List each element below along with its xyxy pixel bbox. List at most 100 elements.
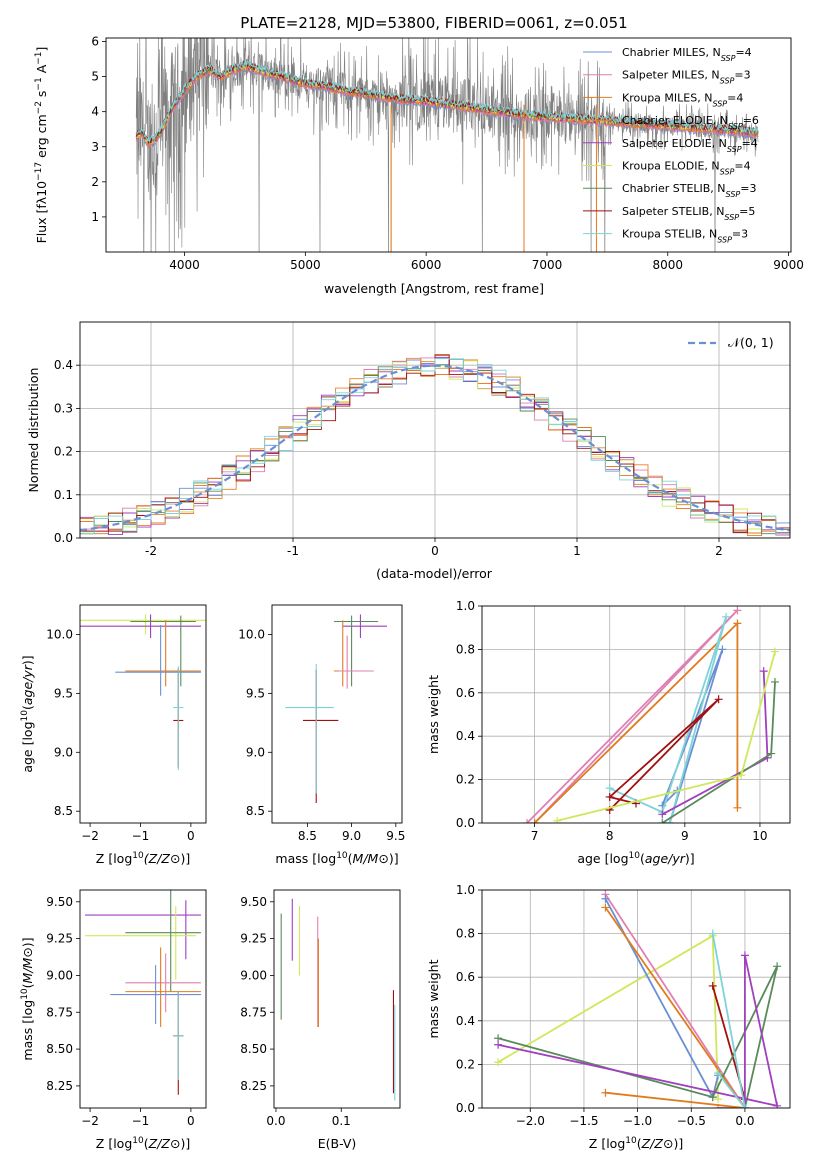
figure-title: PLATE=2128, MJD=53800, FIBERID=0061, z=0… [240,14,627,32]
axes-frame [105,37,792,253]
weight-series-line [604,906,746,1108]
y-tick-label: 0.8 [456,642,475,656]
x-tick-label: −2 [81,829,99,843]
model-spectrum-line [135,60,759,143]
weight-marker [601,894,610,903]
plot-area [85,890,201,1095]
weight-marker [733,619,742,628]
weight-marker [714,1095,723,1104]
weight-marker [714,1069,723,1078]
weight-series-line [711,933,746,1108]
y-tick-label: 1 [91,210,99,224]
y-tick-label: 0.0 [54,531,73,545]
weight-vs-age-axes: 7 8 9 10 0.0 0.2 0.4 0.6 0.8 1.0 age [log10(age/yr… [426,599,791,866]
y-tick-label: 4 [91,105,99,119]
y-tick-label: 0.8 [456,927,475,941]
y-tick-label: 9.5 [54,686,73,700]
x-tick-label: 8 [606,829,614,843]
legend-entry: Chabrier MILES, NSSP=4 [622,46,752,63]
y-axis-label: age [log10(age/yr)] [20,655,35,772]
x-tick-label: 7000 [532,258,563,272]
x-tick-label: 7 [531,829,539,843]
y-tick-label: 0.2 [456,773,475,787]
x-tick-label: 4000 [169,258,200,272]
age-vs-z-axes: −2 −1 0 8.5 9.0 9.5 10.0 Z [log10(Z/Z⊙)] age [lo… [20,604,207,866]
y-tick-label: 9.25 [46,932,73,946]
x-tick-label: −1.0 [623,1114,652,1128]
y-tick-label: 1.0 [456,599,475,613]
weight-marker [773,962,782,971]
y-tick-label: 0.1 [54,488,73,502]
y-tick-label: 8.50 [240,1042,267,1056]
plot-area [80,614,206,770]
weight-series-line [661,649,724,823]
x-tick-label: −2.0 [516,1114,545,1128]
y-axis-label: mass weight [426,959,441,1038]
plot-area [482,606,790,823]
x-tick-label: 2 [715,544,723,558]
plot-area [482,890,790,1108]
weight-marker [708,929,717,938]
x-axis-label: Z [log10(Z/Z⊙)] [96,851,190,866]
weight-vs-z-axes: −2.0 −1.5 −1.0 −0.5 0.0 0.0 0.2 0.4 0.6 0.8 1.0 Z [… [426,883,791,1151]
weight-marker [494,1040,503,1049]
y-tick-label: 9.0 [54,745,73,759]
y-tick-label: 3 [91,140,99,154]
weight-marker [553,816,562,823]
x-tick-label: 6000 [411,258,442,272]
y-tick-label: 0.3 [54,401,73,415]
legend-entry: Kroupa MILES, NSSP=4 [622,91,743,108]
x-tick-label: 0 [187,1114,195,1128]
y-axis-label: mass weight [426,675,441,754]
axes-frame [79,321,791,539]
y-tick-label: 9.50 [240,895,267,909]
y-axis-label: mass [log10(M/M⊙)] [20,937,35,1060]
y-tick-label: 2 [91,175,99,189]
x-tick-label: 9000 [773,258,804,272]
y-tick-label: 8.5 [54,804,73,818]
weight-series-line [497,955,779,1108]
weight-marker [601,903,610,912]
y-tick-label: 10.0 [46,627,73,641]
axes-frame [273,889,401,1109]
x-tick-label: −1 [132,1114,150,1128]
weight-marker [708,1093,717,1102]
x-tick-label: 1 [573,544,581,558]
x-tick-label: 0.0 [266,1114,285,1128]
legend-entry: Kroupa ELODIE, NSSP=4 [622,160,751,177]
age-vs-mass-axes: 8.5 9.0 9.5 8.5 9.0 9.5 10.0 mass [log10(M/M⊙)] [238,604,405,866]
weight-marker [530,819,539,823]
legend-entry: Salpeter STELIB, NSSP=5 [622,205,755,222]
plot-area [80,322,790,538]
plot-area [135,38,759,252]
y-axis-label: Flux [fλ10−17 erg cm−2 s−1 A−1] [34,47,49,244]
y-tick-label: 8.75 [46,1005,73,1019]
y-tick-label: 0.4 [456,729,475,743]
weight-marker [665,819,674,823]
axes-frame [79,889,207,1109]
x-tick-label: -2 [145,544,157,558]
y-axis-label: Normed distribution [26,368,41,493]
plot-area [285,614,387,803]
weight-marker [770,647,779,656]
y-tick-label: 0.0 [456,1101,475,1115]
x-tick-label: 9.0 [342,829,361,843]
y-tick-label: 8.25 [46,1079,73,1093]
axes-frame [481,605,791,824]
x-axis-label: age [log10(age/yr)] [577,851,694,866]
x-tick-label: 9 [681,829,689,843]
weight-marker [714,695,723,704]
y-tick-label: 9.25 [240,932,267,946]
weight-marker [605,792,614,801]
weight-marker [718,645,727,654]
y-tick-label: 0.6 [456,970,475,984]
weight-marker [708,981,717,990]
y-tick-label: 9.0 [246,745,265,759]
weight-marker [737,771,746,780]
axes-frame [79,604,207,824]
x-axis-label: mass [log10(M/M⊙)] [275,851,398,866]
y-tick-label: 0.0 [456,816,475,830]
y-tick-label: 0.2 [456,1057,475,1071]
normal-pdf-curve [80,364,790,532]
